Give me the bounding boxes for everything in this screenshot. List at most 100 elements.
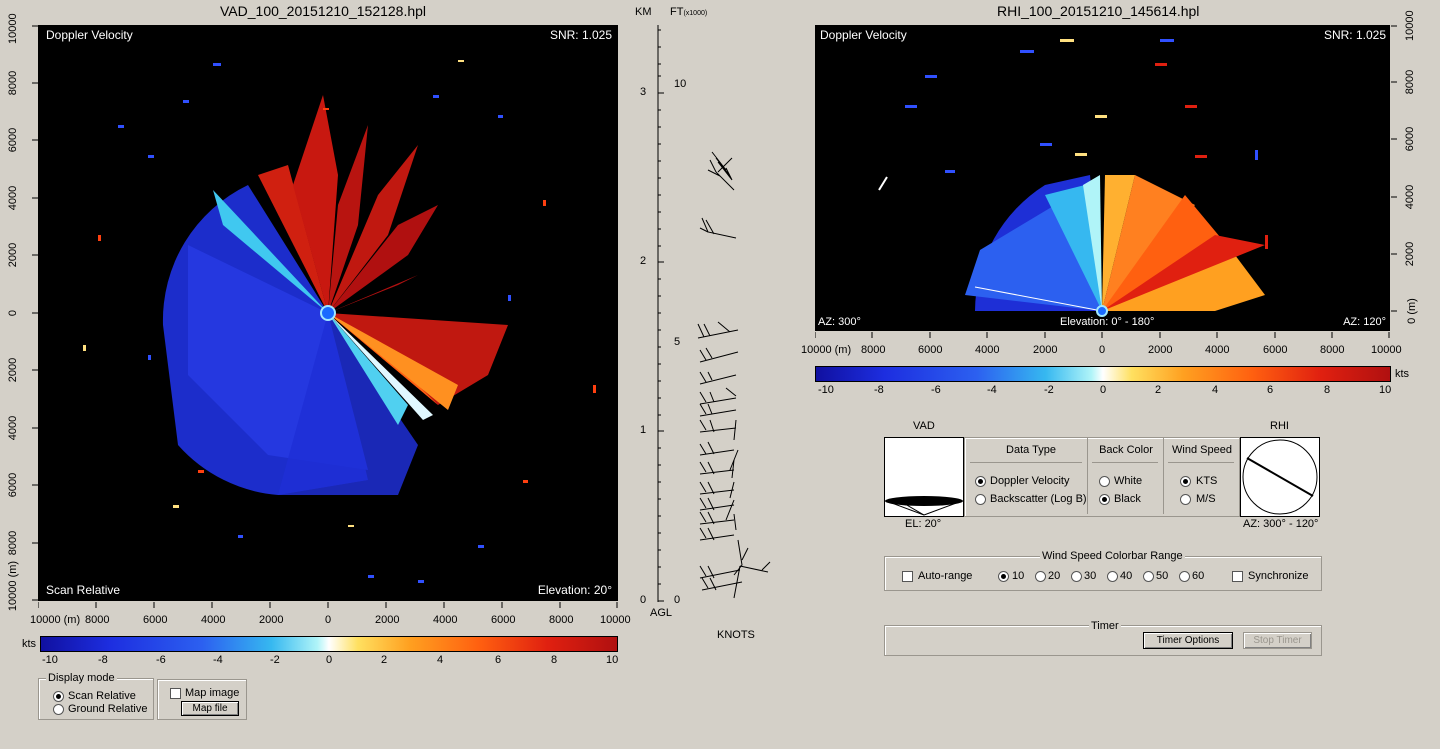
rhi-cbar-tick: 6 <box>1267 384 1274 396</box>
vad-y-tick: 10000 <box>7 13 19 44</box>
backscatter-radio[interactable] <box>975 494 986 505</box>
black-bg-label[interactable]: Black <box>1114 493 1141 505</box>
rhi-x-tick: 6000 <box>1263 344 1288 356</box>
range-60-label[interactable]: 60 <box>1192 570 1205 582</box>
range-40-radio[interactable] <box>1107 571 1118 582</box>
rhi-x-tick: 4000 <box>1205 344 1230 356</box>
vad-y-tick: 6000 <box>7 127 19 153</box>
ground-relative-radio[interactable] <box>53 704 64 715</box>
rhi-colorbar <box>815 366 1391 382</box>
vad-elevation-label: Elevation: 20° <box>537 583 612 597</box>
timer-options-button[interactable]: Timer Options <box>1143 632 1233 649</box>
rhi-title: RHI_100_20151210_145614.hpl <box>997 3 1200 19</box>
auto-range-checkbox[interactable] <box>902 571 913 582</box>
options-header-rule <box>1168 462 1234 463</box>
range-20-label[interactable]: 20 <box>1048 570 1061 582</box>
ft-label: FT(x1000) <box>670 6 707 18</box>
range-60-radio[interactable] <box>1179 571 1190 582</box>
rhi-preview-caption: AZ: 300° - 120° <box>1243 518 1319 530</box>
range-30-radio[interactable] <box>1071 571 1082 582</box>
rhi-colorbar-ticks: -10 -8 -6 -4 -2 0 2 4 6 8 10 <box>815 384 1391 398</box>
scan-relative-label[interactable]: Scan Relative <box>68 690 136 702</box>
vad-snr-label: SNR: 1.025 <box>549 28 612 42</box>
km-tick: 3 <box>640 86 647 98</box>
ms-radio[interactable] <box>1180 494 1191 505</box>
rhi-plot[interactable]: Doppler Velocity SNR: 1.025 AZ: 300° Ele… <box>815 25 1390 331</box>
white-bg-label[interactable]: White <box>1114 475 1143 487</box>
rhi-scan-image <box>878 39 1268 317</box>
wind-profile-axes <box>657 25 771 602</box>
rhi-y-tick: 10000 <box>1404 10 1416 41</box>
vad-data-type-label: Doppler Velocity <box>46 28 133 42</box>
rhi-cbar-tick: -10 <box>818 384 834 396</box>
stop-timer-button[interactable]: Stop Timer <box>1243 632 1312 649</box>
white-bg-radio[interactable] <box>1099 476 1110 487</box>
vad-plot[interactable]: Doppler Velocity SNR: 1.025 Scan Relativ… <box>38 25 618 601</box>
rhi-azimuth-icon <box>1242 439 1318 515</box>
ground-relative-label[interactable]: Ground Relative <box>68 703 148 715</box>
range-40-label[interactable]: 40 <box>1120 570 1133 582</box>
back-color-header: Back Color <box>1099 444 1153 456</box>
wind-profile: KM FT(x1000) <box>630 0 790 650</box>
rhi-cbar-tick: -4 <box>987 384 997 396</box>
kts-radio[interactable] <box>1180 476 1191 487</box>
rhi-x-tick: 8000 <box>1320 344 1345 356</box>
vad-cbar-tick: -10 <box>42 654 58 666</box>
rhi-y-tick: 0 (m) <box>1406 298 1418 324</box>
rhi-x-tick: 0 <box>1099 344 1106 356</box>
vad-x-tick: 10000 (m) <box>30 614 81 626</box>
vad-y-tick: 2000 <box>7 242 19 268</box>
vad-y-tick: 10000 (m) <box>7 560 19 612</box>
vad-cbar-tick: 8 <box>551 654 558 666</box>
rhi-x-tick: 2000 <box>1033 344 1058 356</box>
rhi-cbar-tick: 8 <box>1324 384 1331 396</box>
map-image-checkbox[interactable] <box>170 688 181 699</box>
options-table <box>964 437 1240 517</box>
vad-x-tick: 6000 <box>143 614 168 626</box>
vad-x-tick: 2000 <box>259 614 284 626</box>
doppler-velocity-label[interactable]: Doppler Velocity <box>990 475 1070 487</box>
map-image-label[interactable]: Map image <box>185 687 240 699</box>
vad-preview-label: VAD <box>913 420 935 432</box>
vad-cbar-tick: 6 <box>495 654 502 666</box>
map-file-button[interactable]: Map file <box>181 701 239 716</box>
synchronize-label[interactable]: Synchronize <box>1248 570 1309 582</box>
scan-relative-radio[interactable] <box>53 691 64 702</box>
ms-label[interactable]: M/S <box>1196 493 1216 505</box>
rhi-x-tick: 6000 <box>918 344 943 356</box>
range-20-radio[interactable] <box>1035 571 1046 582</box>
auto-range-label[interactable]: Auto-range <box>918 570 973 582</box>
rhi-cbar-tick: -8 <box>874 384 884 396</box>
range-50-radio[interactable] <box>1143 571 1154 582</box>
range-10-label[interactable]: 10 <box>1012 570 1025 582</box>
vad-mode-label: Scan Relative <box>46 583 121 597</box>
km-tick: 2 <box>640 255 647 267</box>
timer-label: Timer <box>1089 620 1121 632</box>
range-50-label[interactable]: 50 <box>1156 570 1169 582</box>
vad-title: VAD_100_20151210_152128.hpl <box>220 3 427 19</box>
vad-cbar-tick: 0 <box>326 654 333 666</box>
backscatter-label[interactable]: Backscatter (Log B) <box>990 493 1087 505</box>
vad-x-tick: 4000 <box>201 614 226 626</box>
rhi-x-axis: 10000 (m) 8000 6000 4000 2000 0 2000 400… <box>801 332 1402 360</box>
vad-y-tick: 4000 <box>7 415 19 441</box>
vad-cbar-tick: 2 <box>381 654 388 666</box>
range-30-label[interactable]: 30 <box>1084 570 1097 582</box>
rhi-preview[interactable] <box>1240 437 1320 517</box>
doppler-velocity-radio[interactable] <box>975 476 986 487</box>
vad-scan-image <box>83 60 596 583</box>
vad-preview[interactable] <box>884 437 964 517</box>
range-10-radio[interactable] <box>998 571 1009 582</box>
rhi-x-tick: 8000 <box>861 344 886 356</box>
kts-label[interactable]: KTS <box>1196 475 1218 487</box>
vad-y-tick: 4000 <box>7 185 19 211</box>
km-tick: 1 <box>640 424 647 436</box>
options-header-rule <box>970 462 1082 463</box>
vad-cbar-tick: -8 <box>98 654 108 666</box>
rhi-y-axis: 10000 8000 6000 4000 2000 0 (m) <box>1391 10 1431 331</box>
black-bg-radio[interactable] <box>1099 494 1110 505</box>
synchronize-checkbox[interactable] <box>1232 571 1243 582</box>
rhi-x-tick: 10000 (m) <box>801 344 852 356</box>
data-type-header: Data Type <box>1006 444 1056 456</box>
vad-y-tick: 0 <box>7 309 19 317</box>
